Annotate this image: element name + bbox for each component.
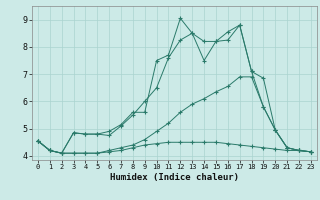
X-axis label: Humidex (Indice chaleur): Humidex (Indice chaleur) <box>110 173 239 182</box>
